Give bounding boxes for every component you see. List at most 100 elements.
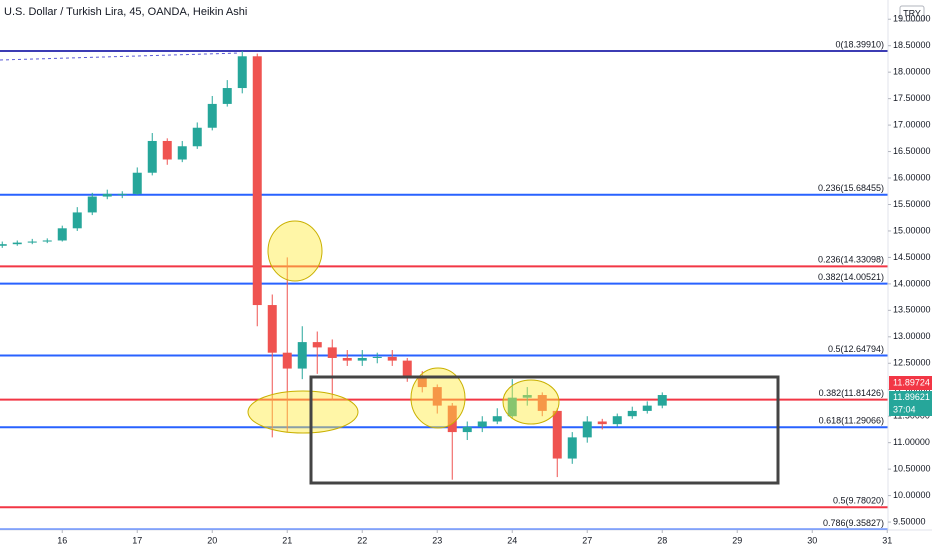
candle-body (312, 342, 322, 348)
candle-body (282, 352, 292, 369)
x-tick-label: 21 (282, 535, 292, 545)
x-tick-label: 24 (507, 535, 517, 545)
candle-body (12, 242, 22, 245)
candle-body (567, 437, 577, 459)
x-tick-label: 17 (132, 535, 142, 545)
candle-body (342, 357, 352, 361)
x-tick-label: 16 (57, 535, 67, 545)
candle-body (582, 421, 592, 438)
fib-label: 0(18.39910) (835, 39, 884, 49)
fib-label: 0.236(15.68455) (818, 183, 884, 193)
fib-label: 0.5(9.78020) (833, 496, 884, 506)
candle-body (477, 421, 487, 427)
candle-body (117, 193, 127, 195)
candle-body (297, 342, 307, 369)
candle-body (612, 416, 622, 425)
candle-body (537, 395, 547, 411)
price-label-box (889, 376, 932, 390)
y-tick-label: 15.50000 (893, 199, 931, 209)
fib-label: 0.382(14.00521) (818, 272, 884, 282)
y-tick-label: 16.50000 (893, 146, 931, 156)
candle-body (357, 357, 367, 361)
price-label: 11.89724 (893, 377, 930, 387)
candle-body (42, 240, 52, 242)
x-tick-label: 27 (582, 535, 592, 545)
candle-body (507, 397, 517, 417)
highlight-ellipse (247, 390, 359, 434)
y-tick-label: 17.50000 (893, 93, 931, 103)
highlight-ellipse (267, 220, 323, 282)
y-tick-label: 19.00000 (893, 14, 931, 24)
price-label-box (889, 404, 932, 416)
candle-body (492, 416, 502, 422)
y-tick-label: 10.50000 (893, 464, 931, 474)
y-tick-label: 14.50000 (893, 252, 931, 262)
price-label-box (889, 391, 932, 404)
candle-body (402, 360, 412, 377)
candle-body (132, 172, 142, 194)
candle-body (447, 405, 457, 433)
y-tick-label: 18.00000 (893, 67, 931, 77)
candle-body (207, 103, 217, 128)
fib-label: 0.618(11.29066) (819, 416, 884, 426)
candle-body (0, 244, 7, 246)
price-label: 37:04 (893, 404, 916, 414)
candle-body (522, 395, 532, 398)
x-tick-label: 30 (807, 535, 817, 545)
x-tick-label: 31 (882, 535, 892, 545)
x-tick-label: 29 (732, 535, 742, 545)
y-tick-label: 9.50000 (893, 516, 926, 526)
candle-body (162, 140, 172, 160)
candle-body (432, 387, 442, 406)
highlight-ellipse (410, 367, 466, 429)
trend-line (0, 52, 241, 61)
candle-body (657, 395, 667, 406)
candle-body (327, 347, 337, 358)
y-tick-label: 11.00000 (893, 437, 930, 447)
candle-body (27, 241, 37, 243)
candle-body (267, 305, 277, 353)
y-tick-label: 14.00000 (893, 278, 931, 288)
candle-body (72, 212, 82, 229)
candle-body (417, 376, 427, 388)
y-tick-label: 13.00000 (893, 331, 931, 341)
candle-body (387, 356, 397, 361)
y-tick-label: 12.50000 (893, 358, 931, 368)
candle-body (147, 140, 157, 173)
currency-box[interactable] (899, 5, 925, 22)
x-tick-label: 23 (432, 535, 442, 545)
x-tick-label: 22 (357, 535, 367, 545)
candle-body (642, 405, 652, 411)
candle-body (252, 56, 262, 306)
chart-title: U.S. Dollar / Turkish Lira, 45, OANDA, H… (4, 6, 247, 18)
candle-body (192, 127, 202, 147)
highlight-ellipse (502, 379, 560, 425)
price-label: 11.89621 (893, 392, 930, 402)
candle-body (237, 56, 247, 89)
candle-body (102, 193, 112, 197)
fib-label: 0.786(9.35827) (823, 518, 884, 528)
candle-body (177, 146, 187, 160)
fib-label: 0.5(12.64794) (828, 344, 884, 354)
annotations (247, 220, 780, 485)
candle-body (552, 410, 562, 459)
candle-body (57, 228, 67, 241)
y-tick-label: 10.00000 (893, 490, 931, 500)
candle-body (87, 196, 97, 213)
candle-body (222, 88, 232, 104)
candle-body (627, 410, 637, 417)
candle-body (372, 356, 382, 358)
fib-label: 0.236(14.33098) (818, 255, 884, 265)
currency-label[interactable]: TRY (903, 8, 921, 18)
y-tick-label: 18.50000 (893, 40, 931, 50)
candle-body (597, 421, 607, 425)
y-tick-label: 17.00000 (893, 119, 931, 129)
fib-label: 0.382(11.81426) (819, 388, 884, 398)
candle-body (462, 426, 472, 433)
x-tick-label: 20 (207, 535, 217, 545)
y-tick-label: 13.50000 (893, 305, 931, 315)
y-tick-label: 15.00000 (893, 225, 931, 235)
x-tick-label: 28 (657, 535, 667, 545)
